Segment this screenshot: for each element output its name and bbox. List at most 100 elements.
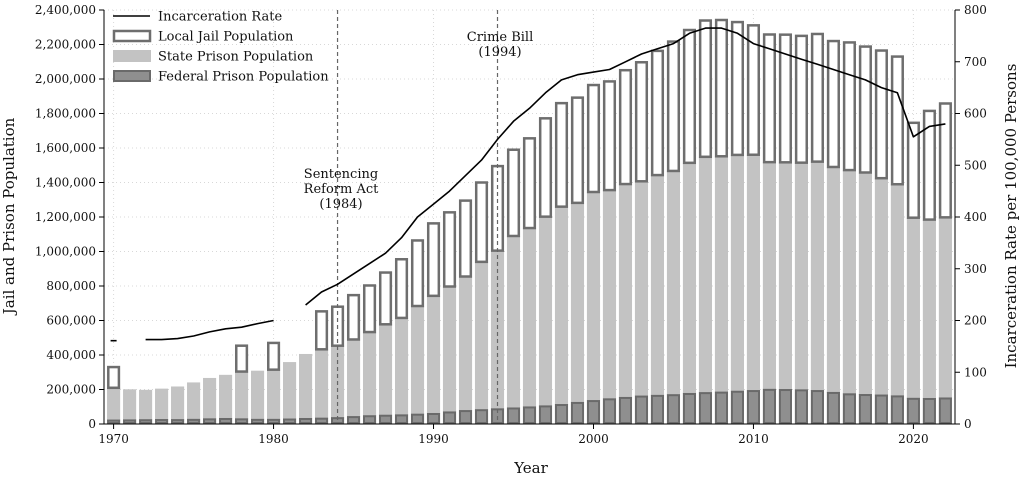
- bar-local-jail: [794, 34, 808, 164]
- legend-swatch-state-prison: [113, 50, 151, 62]
- bar-state-prison: [922, 219, 936, 399]
- bar-federal-prison: [826, 391, 840, 425]
- y-left-tick-label: 1,400,000: [35, 176, 96, 190]
- bar-federal-prison: [139, 419, 153, 424]
- bar-state-prison: [346, 339, 361, 418]
- bar-federal-prison: [282, 418, 297, 425]
- bar-local-jail: [107, 365, 121, 390]
- y-right-tick-label: 300: [964, 262, 987, 276]
- bar-state-prison: [666, 170, 681, 396]
- bar-local-jail: [778, 33, 792, 164]
- y-axis-right-title: Incarceration Rate per 100,000 Persons: [1002, 64, 1020, 369]
- y-right-tick-label: 700: [964, 55, 987, 69]
- bar-state-prison: [203, 377, 217, 420]
- bar-state-prison: [634, 181, 649, 397]
- bars: [107, 18, 952, 425]
- bar-federal-prison: [171, 419, 185, 424]
- bar-local-jail: [906, 121, 920, 219]
- bar-federal-prison: [235, 418, 249, 424]
- annotation-line: Crime Bill: [467, 30, 534, 45]
- bar-local-jail: [890, 55, 904, 186]
- bar-state-prison: [730, 154, 745, 392]
- bar-federal-prison: [219, 417, 233, 424]
- y-left-tick-label: 400,000: [46, 348, 96, 362]
- y-left-tick-label: 1,600,000: [35, 141, 96, 155]
- bar-federal-prison: [890, 395, 904, 424]
- y-left-tick-label: 2,400,000: [35, 3, 96, 17]
- bar-state-prison: [682, 162, 697, 394]
- bar-state-prison: [618, 184, 633, 398]
- bar-state-prison: [282, 362, 297, 420]
- bar-local-jail: [235, 344, 249, 373]
- bar-local-jail: [858, 45, 872, 174]
- bar-local-jail: [826, 39, 840, 169]
- bar-state-prison: [458, 276, 473, 412]
- bar-state-prison: [314, 349, 329, 419]
- bar-federal-prison: [362, 415, 377, 424]
- bar-state-prison: [506, 235, 521, 409]
- bar-federal-prison: [682, 392, 697, 424]
- bar-federal-prison: [810, 390, 824, 424]
- bar-federal-prison: [458, 410, 473, 424]
- y-right-tick-label: 200: [964, 314, 987, 328]
- bar-local-jail: [394, 258, 409, 320]
- bar-local-jail: [602, 80, 617, 192]
- bar-federal-prison: [426, 412, 441, 424]
- bar-local-jail: [506, 148, 521, 238]
- bar-state-prison: [362, 332, 377, 417]
- bar-federal-prison: [698, 392, 713, 424]
- bar-local-jail: [458, 199, 473, 278]
- bar-local-jail: [746, 24, 761, 156]
- bar-federal-prison: [634, 395, 649, 425]
- bar-federal-prison: [746, 390, 761, 424]
- bar-state-prison: [171, 386, 185, 421]
- bar-federal-prison: [554, 404, 569, 424]
- bar-federal-prison: [187, 418, 201, 424]
- bar-state-prison: [107, 387, 121, 421]
- y-left-tick-label: 600,000: [46, 314, 96, 328]
- annotation-crime-bill: Crime Bill (1994): [467, 30, 534, 60]
- legend-label-state-prison: State Prison Population: [158, 50, 314, 65]
- x-tick-label: 1970: [98, 432, 129, 446]
- bar-federal-prison: [650, 394, 665, 425]
- bar-federal-prison: [394, 414, 409, 424]
- y-right-tick-label: 100: [964, 365, 987, 379]
- bar-state-prison: [714, 156, 729, 393]
- x-tick-label: 2000: [578, 432, 609, 446]
- bar-state-prison: [490, 250, 505, 410]
- bar-state-prison: [842, 170, 856, 395]
- annotation-line: (1994): [478, 45, 521, 60]
- bar-state-prison: [394, 317, 409, 416]
- bar-local-jail: [698, 19, 713, 159]
- bar-federal-prison: [874, 394, 888, 425]
- bar-state-prison: [554, 206, 569, 406]
- bar-local-jail: [938, 102, 952, 219]
- bar-state-prison: [187, 382, 201, 420]
- bar-local-jail: [538, 117, 553, 218]
- bar-local-jail: [554, 101, 569, 208]
- bar-local-jail: [762, 33, 777, 164]
- bar-local-jail: [682, 28, 697, 165]
- bar-federal-prison: [730, 390, 745, 424]
- y-left-tick-label: 1,800,000: [35, 107, 96, 121]
- bar-state-prison: [251, 370, 265, 420]
- y-left-tick-label: 2,200,000: [35, 38, 96, 52]
- annotation-line: (1984): [319, 197, 362, 212]
- bar-local-jail: [730, 20, 745, 157]
- legend-label-incarceration-rate: Incarceration Rate: [158, 10, 282, 25]
- y-left-tick-label: 200,000: [46, 383, 96, 397]
- bar-federal-prison: [298, 417, 313, 424]
- bar-local-jail: [267, 341, 281, 371]
- bar-federal-prison: [778, 389, 792, 424]
- rate-line-segment: [305, 27, 946, 306]
- bar-local-jail: [410, 239, 425, 308]
- bar-state-prison: [810, 161, 824, 392]
- reference-lines: [336, 10, 499, 424]
- bar-federal-prison: [203, 418, 217, 424]
- bar-state-prison: [474, 261, 489, 411]
- bar-federal-prison: [314, 417, 329, 424]
- bar-federal-prison: [267, 418, 281, 424]
- bar-federal-prison: [858, 394, 872, 424]
- bar-federal-prison: [762, 388, 777, 424]
